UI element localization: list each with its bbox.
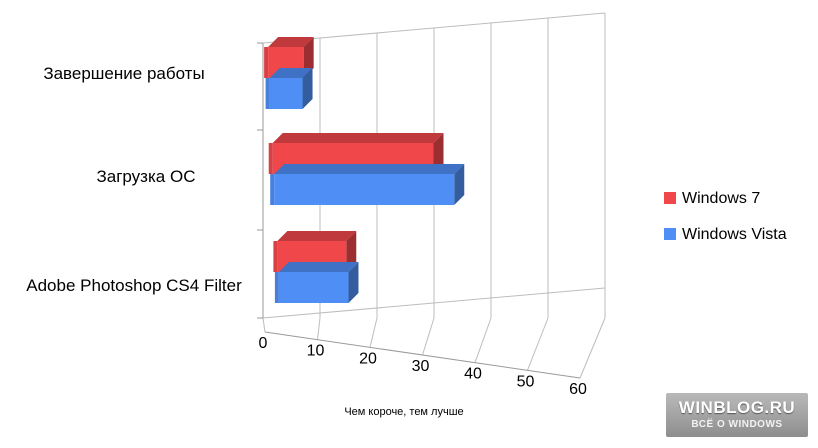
bar-start-cap	[265, 78, 270, 109]
watermark-logo: WINBLOG.RU ВСЁ О WINDOWS	[666, 393, 808, 437]
legend-label: Windows 7	[682, 190, 760, 207]
x-tick-label: 60	[569, 381, 587, 398]
category-labels: Завершение работы Загрузка ОС Adobe Photos…	[26, 64, 242, 295]
bar-end-face	[346, 231, 357, 272]
legend-item: Windows Vista	[664, 226, 787, 243]
bar-start-cap	[273, 241, 278, 272]
gridline-floor-5	[527, 317, 549, 371]
x-tick-label: 40	[464, 366, 482, 383]
x-tick-label: 20	[359, 350, 377, 367]
x-tick-label: 0	[259, 335, 268, 352]
legend-swatch	[664, 192, 676, 204]
bar-top-face	[272, 133, 444, 143]
bars	[264, 37, 465, 303]
legend-item: Windows 7	[664, 190, 760, 207]
bar-front-face	[278, 272, 349, 303]
legend-swatch	[664, 228, 676, 240]
watermark-subtitle: ВСЁ О WINDOWS	[691, 419, 783, 430]
category-label: Загрузка ОС	[97, 167, 196, 186]
x-tick-label: 30	[412, 358, 430, 375]
gridline-floor-3	[422, 317, 435, 356]
legend-label: Windows Vista	[682, 226, 787, 243]
gridline-floor-1	[317, 317, 321, 340]
x-tick-label: 10	[307, 343, 325, 360]
legend: Windows 7 Windows Vista	[664, 190, 787, 243]
bar-top-face	[278, 262, 359, 272]
bar-start-cap	[268, 143, 273, 174]
x-tick-label: 50	[517, 373, 535, 390]
bar-end-face	[303, 37, 314, 78]
bar-windows-vista	[270, 164, 465, 205]
watermark-title: WINBLOG.RU	[678, 398, 796, 417]
x-tick-labels: 0 10 20 30 40 50 60	[259, 335, 587, 398]
floor-front-edge	[264, 331, 581, 379]
back-bottom-edge	[262, 287, 606, 319]
back-top-edge	[262, 12, 606, 44]
bar-end-face	[302, 68, 313, 109]
gridline-floor-6	[579, 317, 606, 379]
bar-end-face	[348, 262, 359, 303]
gridline-floor-2	[369, 317, 378, 348]
gridline-floor-0	[262, 317, 266, 333]
category-label: Завершение работы	[43, 64, 204, 83]
bar-start-cap	[270, 174, 275, 205]
bar-end-face	[454, 164, 465, 205]
bar-windows-vista	[274, 262, 359, 303]
bar-top-face	[274, 164, 465, 174]
bar-front-face	[269, 78, 303, 109]
bar-top-face	[268, 37, 314, 47]
bar-top-face	[277, 231, 357, 241]
bar-end-face	[433, 133, 444, 174]
gridline-floor-4	[474, 317, 492, 363]
bar-windows-vista	[265, 68, 313, 109]
bar-start-cap	[264, 47, 269, 78]
bar-start-cap	[274, 272, 279, 303]
axes	[257, 42, 581, 379]
bar-top-face	[269, 68, 313, 78]
category-label: Adobe Photoshop CS4 Filter	[26, 276, 242, 295]
x-axis-title: Чем короче, тем лучше	[344, 406, 463, 418]
bar-front-face	[274, 174, 455, 205]
